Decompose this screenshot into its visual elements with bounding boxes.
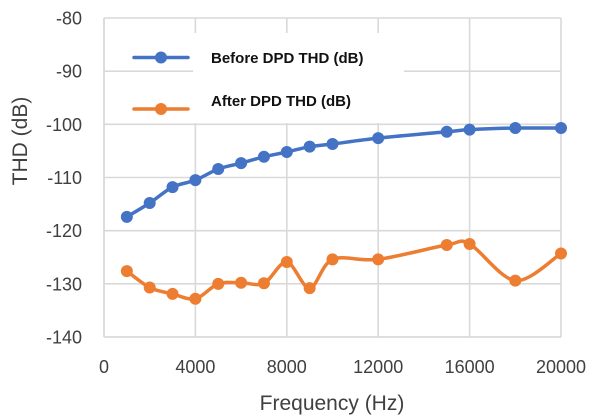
series-line-after [125,239,562,301]
data-point-after [463,237,476,250]
x-tick-label: 20000 [536,357,586,377]
data-point-before [120,210,133,223]
data-point-before [166,181,179,194]
data-point-before [372,132,385,145]
data-point-before [257,150,270,163]
data-point-after [257,277,270,290]
y-tick-label: -120 [46,221,82,241]
legend-background [193,33,404,123]
data-point-after [120,265,133,278]
x-axis-title: Frequency (Hz) [260,392,405,415]
series-line-before [125,126,562,219]
legend-marker-before [155,51,167,64]
data-point-after [326,253,339,266]
x-tick-label: 16000 [445,357,495,377]
series [120,122,567,305]
data-point-after [166,287,179,300]
y-axis-title: THD (dB) [9,97,32,186]
data-point-after [372,253,385,266]
x-tick-label: 8000 [267,357,307,377]
legend: Before DPD THD (dB) After DPD THD (dB) [132,33,404,123]
legend-label-before: Before DPD THD (dB) [211,50,364,67]
y-tick-label: -100 [46,115,82,135]
data-point-after [509,274,522,287]
data-point-before [303,140,316,153]
data-point-after [235,276,248,289]
x-tick-label: 4000 [175,357,215,377]
y-tick-label: -90 [56,62,82,82]
data-point-after [280,256,293,269]
axes: -80 -90 -100 -110 -120 -130 -140 0 4000 8000 12000… [46,9,586,378]
x-tick-label: 0 [99,357,109,377]
data-point-before [235,157,248,170]
series-before [120,122,567,223]
data-point-after [143,281,156,294]
series-after [120,237,567,305]
y-tick-label: -140 [46,328,82,348]
data-point-before [440,125,453,138]
data-point-before [463,123,476,136]
x-tick-label: 12000 [353,357,403,377]
y-tick-label: -110 [47,168,82,188]
y-tick-label: -130 [46,274,82,294]
data-point-before [555,122,567,135]
data-point-after [440,239,453,252]
data-point-before [509,122,522,135]
legend-label-after: After DPD THD (dB) [211,93,351,110]
legend-item-after[interactable]: After DPD THD (dB) [132,93,351,115]
legend-marker-after [155,103,167,115]
y-tick-label: -80 [56,9,82,29]
legend-item-before[interactable]: Before DPD THD (dB) [132,50,364,67]
data-point-before [189,174,202,187]
data-point-before [143,197,156,210]
data-point-before [280,145,293,158]
data-point-after [189,292,202,305]
data-point-after [555,247,567,260]
data-point-after [303,282,316,295]
data-point-before [212,162,225,175]
data-point-before [326,138,339,151]
data-point-after [212,277,225,290]
